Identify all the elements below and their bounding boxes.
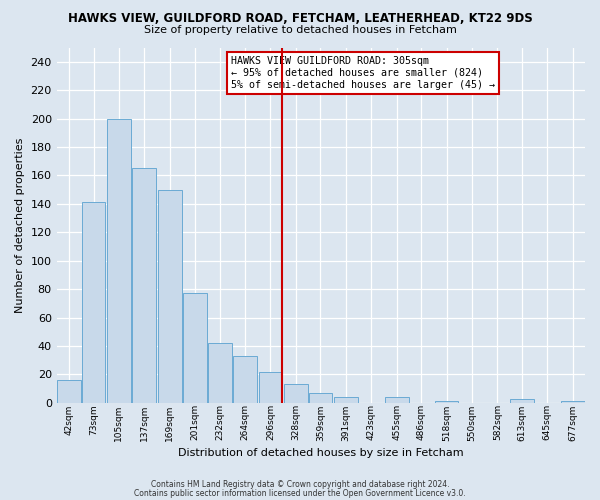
Text: Size of property relative to detached houses in Fetcham: Size of property relative to detached ho… <box>143 25 457 35</box>
Bar <box>334 397 358 403</box>
Bar <box>385 397 409 403</box>
Bar <box>434 402 458 403</box>
Bar <box>561 402 584 403</box>
Text: HAWKS VIEW, GUILDFORD ROAD, FETCHAM, LEATHERHEAD, KT22 9DS: HAWKS VIEW, GUILDFORD ROAD, FETCHAM, LEA… <box>68 12 532 26</box>
Y-axis label: Number of detached properties: Number of detached properties <box>15 138 25 313</box>
Bar <box>107 118 131 403</box>
Text: Contains HM Land Registry data © Crown copyright and database right 2024.: Contains HM Land Registry data © Crown c… <box>151 480 449 489</box>
Bar <box>233 356 257 403</box>
Bar <box>284 384 308 403</box>
Bar <box>57 380 81 403</box>
X-axis label: Distribution of detached houses by size in Fetcham: Distribution of detached houses by size … <box>178 448 464 458</box>
Text: Contains public sector information licensed under the Open Government Licence v3: Contains public sector information licen… <box>134 488 466 498</box>
Bar <box>308 393 332 403</box>
Bar <box>158 190 182 403</box>
Bar <box>510 398 534 403</box>
Bar <box>183 294 207 403</box>
Bar <box>259 372 283 403</box>
Bar <box>82 202 106 403</box>
Bar <box>133 168 156 403</box>
Bar <box>208 343 232 403</box>
Text: HAWKS VIEW GUILDFORD ROAD: 305sqm
← 95% of detached houses are smaller (824)
5% : HAWKS VIEW GUILDFORD ROAD: 305sqm ← 95% … <box>231 56 495 90</box>
